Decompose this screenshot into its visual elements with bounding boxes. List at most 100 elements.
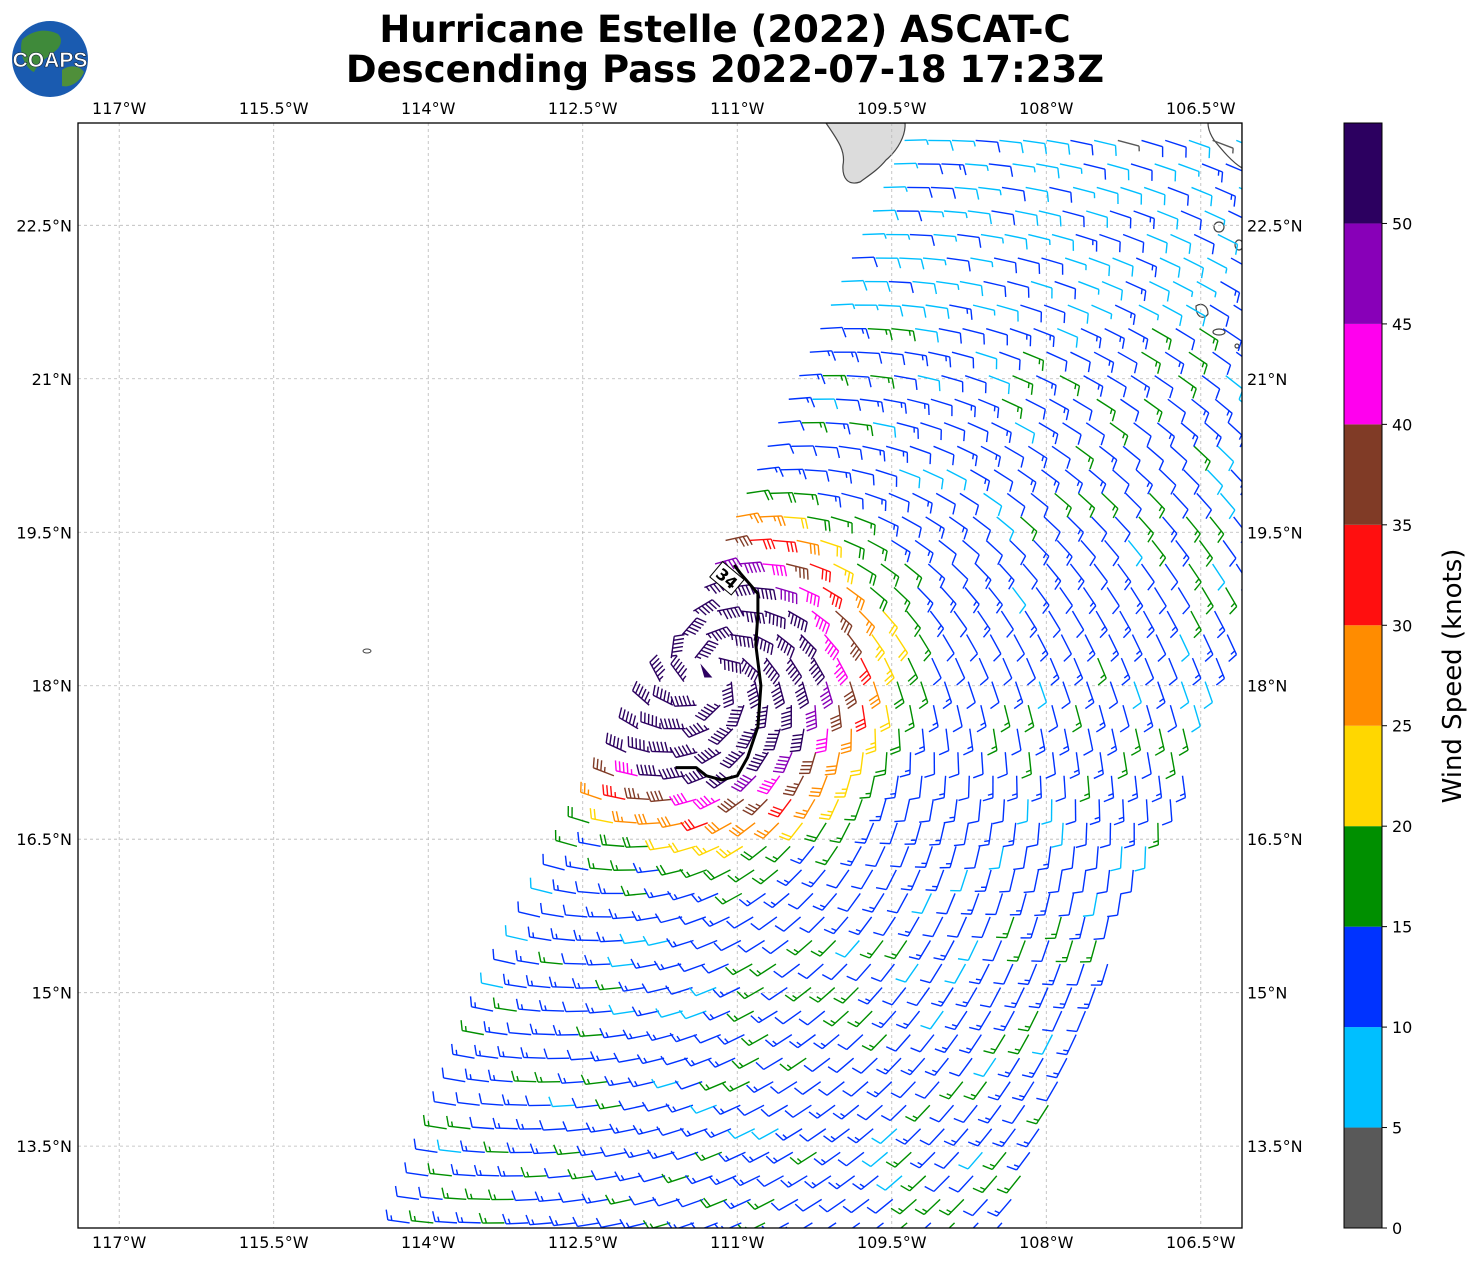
- wind-barb-426: [890, 846, 910, 868]
- wind-barb-607: [670, 633, 685, 659]
- wind-barb-491: [681, 769, 709, 785]
- wind-barb-517: [719, 750, 746, 769]
- wind-barb-710: [927, 563, 946, 589]
- wind-barb-892: [857, 351, 883, 364]
- wind-barb-342: [631, 910, 659, 922]
- wind-barb-950: [959, 280, 984, 297]
- wind-barb-454: [978, 822, 993, 847]
- wind-barb-675: [1166, 610, 1179, 639]
- wind-barb-315: [573, 929, 599, 942]
- island-5: [1234, 343, 1240, 349]
- wind-barb-469: [742, 798, 768, 816]
- wind-barb-1057: [1236, 139, 1242, 144]
- wind-barb-413: [577, 831, 601, 848]
- wind-barb-104: [422, 1114, 447, 1130]
- wind-barb-79: [436, 1139, 462, 1153]
- wind-barb-260: [479, 972, 504, 989]
- wind-barb-96: [837, 1151, 865, 1167]
- wind-barbs: [385, 139, 1242, 1228]
- wind-barb-223: [813, 1034, 840, 1050]
- wind-barb-1047: [999, 139, 1024, 154]
- wind-barb-987: [1051, 233, 1075, 251]
- wind-barb-784: [1125, 492, 1142, 519]
- wind-barb-1037: [1107, 163, 1130, 181]
- wind-barb-462: [580, 781, 602, 800]
- wind-barb-434: [1086, 846, 1099, 872]
- wind-barb-863: [1072, 398, 1093, 421]
- wind-barb-646: [1037, 634, 1049, 662]
- wind-barb-435: [1110, 846, 1123, 872]
- colorbar-segment-0: [1344, 1127, 1382, 1228]
- wind-barb-720: [1164, 563, 1179, 591]
- wind-barb-520: [799, 752, 817, 775]
- wind-barb-881: [1035, 375, 1057, 396]
- wind-barb-528: [997, 752, 1008, 779]
- wind-barb-367: [643, 888, 671, 899]
- wind-barb-274: [808, 987, 836, 1003]
- wind-barb-762: [1114, 516, 1131, 543]
- wind-barb-46: [866, 1198, 894, 1214]
- wind-barb-273: [784, 987, 812, 1002]
- wind-barb-71: [852, 1175, 879, 1191]
- wind-barb-482: [1065, 799, 1077, 826]
- wind-barb-618: [931, 657, 942, 686]
- wind-barb-823: [1075, 445, 1095, 470]
- wind-barb-1040: [1178, 163, 1200, 177]
- wind-barb-438: [589, 808, 614, 824]
- wind-barb-632: [705, 626, 734, 642]
- lon-tick-top-0: 117°W: [92, 99, 147, 118]
- wind-barb-498: [859, 775, 876, 799]
- wind-barb-119: [775, 1128, 803, 1141]
- wind-barb-281: [979, 987, 1002, 1008]
- wind-barb-231: [1007, 1034, 1030, 1055]
- wind-barb-61: [614, 1171, 642, 1182]
- wind-barb-10: [619, 1218, 647, 1228]
- wind-barb-757: [996, 516, 1015, 541]
- wind-barb-148: [856, 1104, 883, 1121]
- wind-barb-327: [859, 940, 884, 959]
- wind-barb-847: [1156, 422, 1176, 447]
- wind-barb-503: [982, 775, 994, 802]
- wind-barb-1028: [894, 162, 919, 169]
- wind-barb-585: [670, 655, 688, 683]
- wind-barb-747: [759, 515, 786, 527]
- wind-barb-808: [1206, 469, 1224, 496]
- wind-barb-29: [464, 1188, 491, 1201]
- wind-barb-932: [949, 304, 973, 320]
- wind-barb-18: [809, 1222, 837, 1228]
- wind-barb-44: [818, 1198, 846, 1213]
- wind-barb-630: [1215, 657, 1226, 686]
- wind-barb-42: [770, 1198, 799, 1211]
- wind-barb-922: [1128, 328, 1149, 350]
- wind-barb-625: [1097, 657, 1107, 686]
- wind-barb-980: [886, 233, 911, 240]
- wind-barb-487: [592, 757, 615, 777]
- wind-barb-785: [1148, 492, 1166, 519]
- wind-barb-1019: [1049, 186, 1073, 203]
- wind-barb-886: [1154, 375, 1174, 399]
- wind-barb-776: [935, 492, 956, 515]
- wind-barb-150: [905, 1104, 931, 1122]
- wind-barb-173: [842, 1081, 869, 1097]
- wind-barb-773: [864, 492, 887, 512]
- wind-barb-787: [1196, 492, 1213, 520]
- wind-barb-195: [755, 1057, 783, 1071]
- wind-barb-239: [585, 1002, 612, 1014]
- wind-barb-640: [894, 634, 909, 662]
- wind-barb-228: [934, 1034, 959, 1054]
- wind-barb-1044: [928, 139, 954, 151]
- wind-barb-938: [1091, 304, 1113, 320]
- wind-barb-184: [497, 1045, 522, 1059]
- wind-barb-397: [776, 869, 803, 887]
- wind-barb-793: [851, 469, 875, 486]
- wind-barb-305: [944, 963, 967, 984]
- wind-barb-929: [878, 304, 904, 317]
- wind-barb-626: [1120, 657, 1131, 686]
- wind-barb-672: [1095, 610, 1108, 639]
- wind-barb-555: [1083, 728, 1094, 756]
- wind-barb-1007: [1133, 210, 1155, 230]
- wind-barb-93: [765, 1151, 794, 1164]
- wind-barb-875: [893, 375, 918, 391]
- wind-barb-262: [525, 975, 551, 989]
- wind-barb-1018: [1025, 186, 1050, 203]
